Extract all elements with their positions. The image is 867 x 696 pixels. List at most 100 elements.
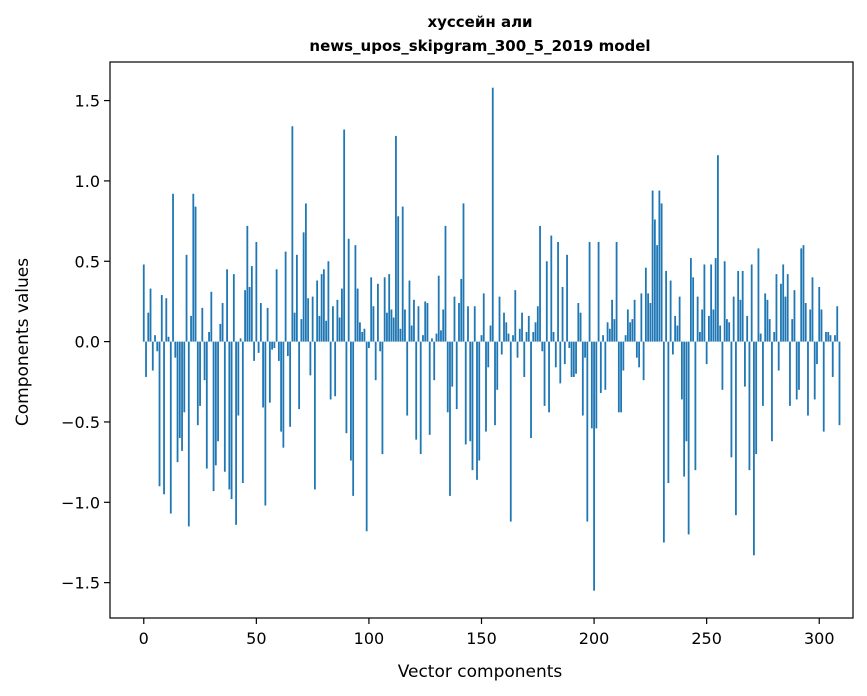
bar-176 bbox=[539, 225, 541, 342]
bar-235 bbox=[671, 341, 674, 355]
bar-137 bbox=[451, 341, 454, 387]
bar-263 bbox=[735, 341, 737, 516]
bar-271 bbox=[753, 341, 755, 556]
bar-248 bbox=[701, 309, 704, 342]
bar-180 bbox=[548, 341, 550, 413]
bar-308 bbox=[836, 306, 839, 342]
bar-114 bbox=[399, 328, 402, 342]
bar-32 bbox=[214, 341, 217, 466]
bar-36 bbox=[223, 341, 226, 472]
bar-54 bbox=[264, 341, 267, 506]
bar-99 bbox=[365, 341, 368, 532]
bar-16 bbox=[178, 341, 181, 439]
bar-95 bbox=[356, 288, 359, 342]
bar-276 bbox=[764, 293, 767, 342]
bar-126 bbox=[426, 303, 429, 342]
bar-51 bbox=[257, 341, 260, 353]
bar-104 bbox=[377, 283, 379, 342]
x-tick-label: 200 bbox=[579, 629, 610, 648]
bar-287 bbox=[789, 341, 791, 406]
bar-297 bbox=[811, 277, 814, 342]
bar-185 bbox=[559, 341, 562, 384]
bar-155 bbox=[491, 87, 494, 342]
bar-92 bbox=[350, 341, 352, 461]
bar-109 bbox=[388, 274, 391, 342]
bar-80 bbox=[322, 269, 325, 342]
bar-221 bbox=[640, 293, 643, 342]
bar-236 bbox=[674, 315, 677, 342]
bar-0 bbox=[142, 264, 145, 342]
bar-77 bbox=[316, 280, 319, 342]
x-tick-label: 300 bbox=[804, 629, 835, 648]
bar-31 bbox=[212, 341, 215, 492]
bar-45 bbox=[244, 290, 246, 342]
bar-58 bbox=[273, 341, 276, 349]
bar-238 bbox=[678, 296, 681, 342]
bar-138 bbox=[453, 296, 456, 342]
bar-161 bbox=[505, 322, 508, 342]
bar-11 bbox=[167, 336, 170, 342]
bar-111 bbox=[392, 317, 395, 342]
bar-5 bbox=[154, 335, 156, 342]
bar-55 bbox=[266, 307, 269, 342]
bar-2 bbox=[147, 312, 150, 342]
bar-184 bbox=[557, 241, 559, 342]
bar-98 bbox=[363, 328, 366, 342]
bar-112 bbox=[395, 135, 397, 342]
bar-12 bbox=[169, 341, 172, 514]
bar-277 bbox=[766, 299, 769, 342]
bar-305 bbox=[829, 335, 832, 342]
bar-258 bbox=[723, 261, 726, 342]
bar-68 bbox=[295, 254, 298, 342]
bar-156 bbox=[494, 341, 496, 426]
bar-64 bbox=[286, 341, 289, 357]
bar-91 bbox=[347, 238, 350, 342]
bar-181 bbox=[550, 235, 553, 342]
bar-188 bbox=[566, 254, 568, 342]
bar-27 bbox=[203, 341, 206, 381]
bar-10 bbox=[165, 298, 168, 342]
bar-162 bbox=[507, 333, 510, 342]
bar-194 bbox=[579, 312, 582, 342]
bars-layer bbox=[142, 87, 841, 591]
bar-200 bbox=[593, 341, 595, 591]
chart-subtitle: news_upos_skipgram_300_5_2019 model bbox=[309, 37, 650, 55]
bar-261 bbox=[730, 341, 733, 458]
bar-4 bbox=[151, 341, 154, 371]
bar-168 bbox=[521, 312, 523, 342]
bar-29 bbox=[208, 331, 210, 342]
bar-177 bbox=[541, 341, 544, 352]
bar-191 bbox=[572, 341, 575, 377]
bar-269 bbox=[748, 341, 751, 471]
bar-24 bbox=[196, 341, 199, 426]
bar-255 bbox=[717, 155, 719, 342]
bar-210 bbox=[615, 241, 618, 342]
bar-90 bbox=[345, 341, 348, 434]
x-tick-label: 250 bbox=[691, 629, 722, 648]
bar-190 bbox=[570, 341, 573, 377]
bar-193 bbox=[577, 303, 580, 342]
bar-237 bbox=[676, 325, 679, 342]
bar-273 bbox=[757, 248, 760, 342]
bar-203 bbox=[599, 341, 602, 394]
bar-272 bbox=[755, 341, 758, 455]
bar-178 bbox=[543, 341, 546, 406]
bar-15 bbox=[176, 341, 179, 463]
bar-293 bbox=[802, 245, 805, 342]
bar-246 bbox=[696, 296, 699, 342]
bar-56 bbox=[268, 341, 271, 403]
bar-72 bbox=[304, 203, 307, 342]
bar-295 bbox=[807, 341, 809, 416]
bar-264 bbox=[737, 270, 740, 342]
bar-85 bbox=[334, 341, 337, 397]
bar-171 bbox=[527, 315, 530, 342]
bar-50 bbox=[255, 241, 258, 342]
bar-124 bbox=[422, 335, 424, 342]
chart-title: хуссейн али bbox=[427, 13, 532, 31]
bar-240 bbox=[683, 341, 686, 477]
bar-73 bbox=[307, 298, 310, 342]
bar-228 bbox=[656, 245, 659, 342]
y-tick-label: 0.5 bbox=[75, 252, 100, 271]
bar-132 bbox=[440, 330, 442, 342]
bar-196 bbox=[584, 341, 586, 358]
